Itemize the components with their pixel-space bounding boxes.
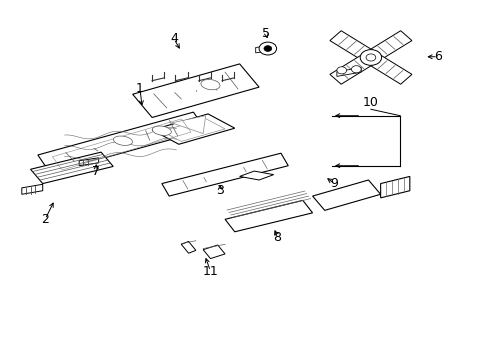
Ellipse shape	[152, 126, 171, 135]
Polygon shape	[181, 242, 196, 253]
Polygon shape	[30, 152, 113, 184]
Polygon shape	[79, 158, 99, 166]
Circle shape	[351, 66, 361, 73]
Polygon shape	[162, 153, 287, 196]
Text: 4: 4	[170, 32, 178, 45]
Circle shape	[264, 46, 271, 51]
Polygon shape	[312, 180, 380, 210]
Text: 1: 1	[136, 82, 143, 95]
Circle shape	[360, 50, 381, 65]
Ellipse shape	[113, 136, 132, 145]
Ellipse shape	[201, 80, 220, 90]
Polygon shape	[171, 116, 205, 134]
Polygon shape	[255, 45, 275, 53]
Text: 11: 11	[202, 265, 218, 278]
Polygon shape	[224, 201, 312, 232]
Text: 8: 8	[273, 231, 281, 244]
Polygon shape	[38, 112, 205, 173]
Polygon shape	[152, 114, 234, 144]
Polygon shape	[329, 55, 372, 84]
Polygon shape	[368, 55, 411, 84]
Polygon shape	[380, 176, 409, 198]
Polygon shape	[368, 31, 411, 60]
Polygon shape	[239, 171, 273, 180]
Polygon shape	[336, 67, 361, 76]
Polygon shape	[132, 64, 259, 117]
Text: 9: 9	[330, 177, 338, 190]
Polygon shape	[203, 245, 224, 258]
Text: 10: 10	[362, 95, 378, 109]
Circle shape	[336, 67, 346, 74]
Text: 5: 5	[262, 27, 270, 40]
Text: 2: 2	[41, 213, 49, 226]
Circle shape	[366, 54, 375, 61]
Circle shape	[259, 42, 276, 55]
Polygon shape	[329, 31, 372, 60]
Text: 3: 3	[216, 184, 224, 197]
Polygon shape	[22, 184, 42, 194]
Text: 6: 6	[433, 50, 441, 63]
Text: 7: 7	[92, 165, 100, 177]
